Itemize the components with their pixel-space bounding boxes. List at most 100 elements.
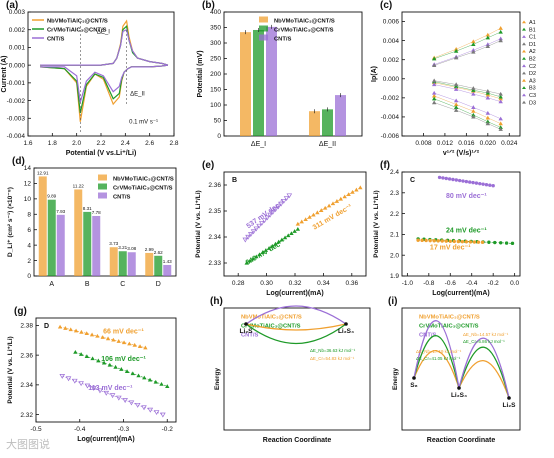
data-point-f (460, 239, 465, 244)
legend-swatch-c (522, 100, 526, 104)
data-point-e (278, 201, 284, 207)
bar-d (56, 214, 65, 276)
data-point-D2 (471, 86, 476, 90)
legend-label-i: NbVMoTiAlC₃@CNT/S (419, 314, 480, 320)
data-label-d: 8.31 (83, 206, 92, 211)
x-tick-label-c: 0.012 (437, 140, 454, 147)
legend-label-a: CrVMoTiAlC₃@CNT/S (47, 27, 107, 33)
data-point-B2 (453, 84, 459, 88)
state-label-i: S₈ (410, 382, 417, 389)
panel-label-f: (f) (380, 160, 390, 171)
y-tick-label-c: 0.006 (383, 19, 400, 26)
data-point-f (441, 176, 445, 180)
y-tick-label-d: 6 (27, 227, 31, 234)
data-point-C1 (498, 36, 503, 41)
x-tick-label-d: A (49, 281, 54, 288)
data-point-B1 (431, 56, 437, 61)
y-tick-label-a: -0.003 (7, 115, 26, 122)
x-tick-label-e: 0.30 (260, 280, 273, 287)
data-label-d: 11.22 (73, 183, 85, 188)
legend-label-c: A3 (529, 78, 536, 84)
data-point-D3 (471, 114, 476, 119)
panel-label-a: (a) (6, 0, 18, 11)
data-point-A1 (453, 47, 459, 51)
y-tick-label-b: 300 (210, 40, 221, 47)
x-tick-label-e: 0.36 (345, 280, 358, 287)
plateau-label-e: B (232, 177, 237, 184)
x-axis-label-f: Log(current)(mA) (432, 290, 490, 297)
data-point-C2 (453, 87, 459, 91)
slope-label-f: 24 mV dec⁻¹ (446, 228, 487, 235)
fit-line-f (418, 239, 483, 243)
plateau-label-f: C (410, 177, 415, 184)
annotation-scanrate: 0.1 mV s⁻¹ (129, 120, 158, 126)
bar-b (253, 29, 264, 137)
x-tick-label-f: -0.4 (466, 280, 478, 287)
legend-label-b: CNT/S (274, 36, 292, 42)
plot-frame-i (401, 307, 521, 431)
y-tick-label-b: 250 (210, 56, 221, 63)
annotation-dEII: ΔE_II (130, 91, 145, 97)
data-point-f (493, 240, 497, 245)
data-label-d: 1.43 (163, 259, 172, 264)
data-point-B3 (471, 112, 476, 117)
y-tick-label-g: 2.34 (20, 382, 33, 389)
x-tick-label-a: 2.2 (96, 140, 105, 147)
data-point-g (121, 340, 127, 345)
legend-swatch-c (522, 27, 526, 31)
data-point-f (436, 239, 440, 243)
data-point-D2 (498, 91, 503, 96)
state-point-h (344, 322, 348, 326)
data-point-A1 (485, 32, 491, 37)
y-tick-label-b: 400 (210, 9, 221, 16)
data-label-d: 3.21 (118, 245, 127, 250)
y-tick-label-d: 0 (27, 273, 31, 280)
legend-label-c: B2 (529, 57, 536, 63)
legend-swatch-c (522, 86, 526, 89)
slope-label-e: 311 mV dec⁻¹ (312, 203, 354, 231)
legend-swatch-c (522, 42, 526, 46)
x-tick-label-b: ΔE_II (319, 141, 336, 148)
x-tick-label-a: 2.0 (72, 140, 81, 147)
data-point-C2 (471, 91, 476, 96)
data-point-e (275, 204, 282, 210)
bar-d (83, 211, 92, 276)
data-point-g (122, 398, 128, 403)
data-point-f (432, 239, 436, 243)
bar-b (322, 109, 333, 136)
x-axis-label-e: Log(current)(mA) (266, 290, 324, 297)
data-point-g (90, 386, 97, 391)
panel-label-e: (e) (202, 160, 214, 171)
bar-b (266, 26, 277, 137)
state-point-i (457, 386, 461, 390)
y-tick-label-a: 0.000 (9, 62, 26, 69)
data-point-e (242, 237, 249, 243)
data-point-f (416, 238, 420, 242)
data-point-e (256, 223, 262, 229)
annotation-dEI: ΔE_I (97, 29, 110, 35)
data-label-d: 7.78 (92, 210, 101, 215)
data-point-D2 (485, 88, 491, 93)
data-point-A3 (471, 109, 476, 113)
data-point-f (468, 240, 473, 244)
panel-label-d: (d) (12, 156, 25, 167)
slope-label-g: 66 mV dec⁻¹ (103, 329, 144, 336)
y-tick-label-c: -0.006 (381, 133, 400, 140)
legend-label-a: NbVMoTiAlC₃@CNT/S (47, 18, 108, 24)
y-tick-label-d: 10 (24, 196, 32, 203)
legend-label-c: B1 (529, 27, 536, 33)
data-point-D2 (431, 78, 437, 83)
y-tick-label-d: 14 (24, 165, 32, 172)
bar-b (309, 111, 320, 136)
data-point-D1 (431, 63, 437, 68)
bar-d (109, 247, 118, 276)
slope-label-e: 537 mV dec⁻¹ (245, 198, 286, 230)
fit-line-B1 (434, 31, 501, 59)
x-tick-label-a: 2.6 (145, 140, 154, 147)
data-point-B2 (471, 88, 476, 92)
y-tick-label-b: 100 (210, 102, 221, 109)
data-point-A2 (498, 96, 503, 101)
x-tick-label-d: D (156, 281, 161, 288)
fit-line-B3 (434, 98, 501, 128)
data-label-d: 3.08 (127, 246, 136, 251)
